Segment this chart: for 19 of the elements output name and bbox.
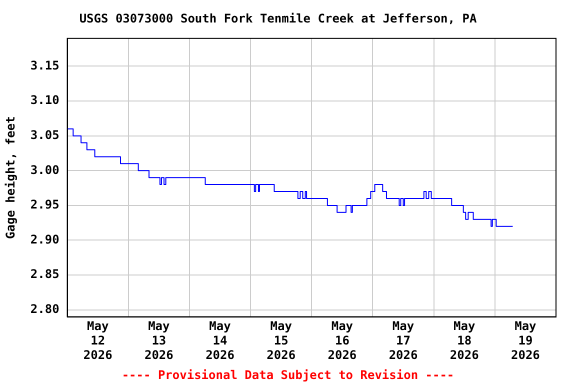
x-tick-label: May 12 2026	[83, 319, 112, 362]
y-tick-label: 3.10	[30, 93, 60, 108]
text: ---- Provisional Data Subject to Revision ----	[122, 368, 454, 382]
y-tick-label: 2.90	[30, 232, 60, 246]
y-tick-label: 3.05	[30, 128, 60, 142]
y-tick-label: 2.85	[30, 267, 60, 282]
x-tick-label: May 19 2026	[511, 319, 540, 362]
y-tick-label: 3.00	[30, 162, 60, 177]
x-tick-label: May 13 2026	[144, 319, 174, 362]
x-tick-label: May 16 2026	[328, 319, 357, 362]
x-tick-label: May 18 2026	[450, 319, 479, 362]
chart-title: USGS 03073000 South Fork Tenmile Creek at Jefferson, PA	[79, 11, 478, 26]
y-tick-label: 2.80	[30, 302, 60, 316]
x-tick-label: May 15 2026	[266, 319, 296, 362]
y-axis-title: Gage height, feet	[3, 116, 18, 240]
y-tick-label: 3.15	[30, 58, 60, 72]
x-tick-label: May 14 2026	[206, 319, 234, 362]
y-tick-label: 2.95	[30, 198, 60, 212]
x-tick-label: May 17 2026	[388, 319, 418, 362]
